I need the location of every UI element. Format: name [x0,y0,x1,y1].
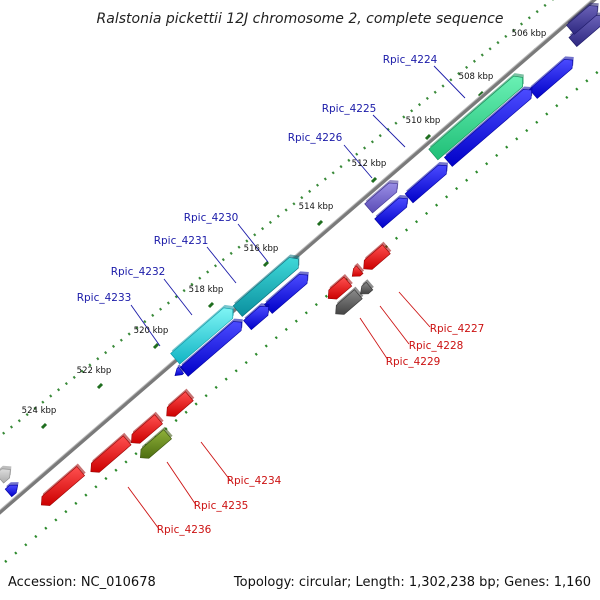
gene-red-4234a[interactable] [166,388,195,417]
gene-light-left[interactable] [0,465,12,484]
leader-line [372,114,406,148]
gene-label-rpic-4227[interactable]: Rpic_4227 [430,323,485,335]
gene-red-4234b[interactable] [131,411,164,444]
gene-label-rpic-4235[interactable]: Rpic_4235 [194,500,249,512]
gene-blue-4232[interactable] [179,318,243,377]
leader-line [359,317,389,361]
label-leaders [127,65,466,530]
gene-navy-4223[interactable] [566,2,599,35]
leader-line [166,461,197,506]
gene-red-4227[interactable] [363,241,392,270]
tick-label-520: 520 kbp [134,326,169,336]
leader-line [398,291,431,328]
tick-label-516: 516 kbp [244,244,279,254]
gene-blue-4233[interactable] [174,364,185,376]
gene-olive-4235[interactable] [140,426,173,459]
gene-label-rpic-4234[interactable]: Rpic_4234 [227,475,282,487]
gene-red-4236b[interactable] [40,463,86,506]
tick-label-510: 510 kbp [406,116,441,126]
gene-red-4228a[interactable] [327,273,353,300]
leader-line [130,304,161,347]
major-tick [262,260,270,268]
major-tick [477,90,485,98]
major-tick [316,219,324,227]
gene-label-rpic-4231[interactable]: Rpic_4231 [154,235,209,247]
gene-label-rpic-4224[interactable]: Rpic_4224 [383,54,438,66]
leader-line [343,144,373,179]
gene-blue-4224[interactable] [443,86,533,167]
gene-label-rpic-4232[interactable]: Rpic_4232 [111,266,166,278]
major-tick [96,382,104,390]
gene-features [0,2,600,506]
gene-blue-4225[interactable] [404,162,448,204]
gene-label-rpic-4230[interactable]: Rpic_4230 [184,212,239,224]
major-tick [424,133,432,141]
leader-line [127,486,160,530]
gene-red-4228b[interactable] [351,262,365,277]
gene-gray-4228[interactable] [360,279,374,295]
leader-line [379,305,410,345]
gene-label-rpic-4233[interactable]: Rpic_4233 [77,292,132,304]
major-tick [207,301,215,309]
gene-gray-4229[interactable] [335,286,364,315]
gene-blue-506[interactable] [528,56,574,99]
tick-label-524: 524 kbp [22,406,57,416]
map-title: Ralstonia pickettii 12J chromosome 2, co… [97,11,504,27]
tick-label-518: 518 kbp [189,285,224,295]
gene-label-rpic-4225[interactable]: Rpic_4225 [322,103,377,115]
major-tick [40,422,48,430]
leader-line [200,441,231,481]
gene-label-rpic-4229[interactable]: Rpic_4229 [386,356,441,368]
accession-text: Accession: NC_010678 [8,575,156,590]
major-tick [152,342,160,350]
leader-line [206,246,237,284]
leader-line [163,278,193,316]
gene-cyan-4232[interactable] [170,304,234,365]
tick-label-506: 506 kbp [512,29,547,39]
gene-blue-4226[interactable] [374,194,409,229]
gene-green-4224[interactable] [428,73,524,161]
gene-blue-left[interactable] [4,482,19,498]
gene-blue-4231[interactable] [243,303,270,331]
gene-blue-4230[interactable] [263,271,309,314]
major-tick [370,176,378,184]
tick-label-512: 512 kbp [352,159,387,169]
gene-purple-4226[interactable] [364,179,399,214]
gene-red-4236a[interactable] [90,432,133,473]
gene-teal-4230[interactable] [232,254,300,317]
tick-label-514: 514 kbp [299,202,334,212]
gene-label-rpic-4226[interactable]: Rpic_4226 [288,132,343,144]
gene-label-rpic-4228[interactable]: Rpic_4228 [409,340,464,352]
tick-label-522: 522 kbp [77,366,112,376]
summary-text: Topology: circular; Length: 1,302,238 bp… [233,575,591,590]
gene-label-rpic-4236[interactable]: Rpic_4236 [157,524,212,536]
leader-line [237,223,269,263]
leader-line [433,65,466,99]
tick-label-508: 508 kbp [459,72,494,82]
